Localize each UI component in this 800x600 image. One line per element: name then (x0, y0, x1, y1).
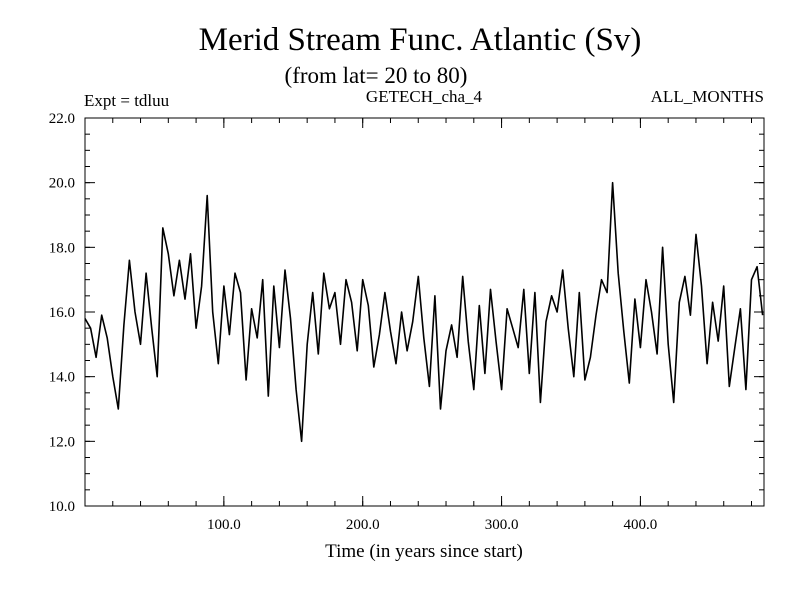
period-label: ALL_MONTHS (651, 87, 764, 106)
y-tick-label: 12.0 (49, 434, 75, 450)
y-tick-label: 10.0 (49, 499, 75, 515)
x-tick-label: 100.0 (207, 517, 241, 533)
series-line (84, 181, 764, 443)
experiment-label: Expt = tdluu (84, 91, 170, 110)
series-group (84, 181, 764, 443)
x-tick-label: 300.0 (485, 517, 519, 533)
x-axis-title: Time (in years since start) (325, 541, 523, 562)
y-tick-label: 20.0 (49, 176, 75, 192)
y-tick-label: 18.0 (49, 240, 75, 256)
chart-subtitle: (from lat= 20 to 80) (285, 63, 468, 88)
x-tick-label: 400.0 (624, 517, 658, 533)
y-tick-label: 16.0 (49, 305, 75, 321)
plot-frame (84, 117, 765, 507)
y-tick-label: 22.0 (49, 111, 75, 127)
dataset-label: GETECH_cha_4 (366, 87, 483, 106)
chart-title: Merid Stream Func. Atlantic (Sv) (199, 22, 642, 58)
y-tick-label: 14.0 (49, 370, 75, 386)
x-tick-label: 200.0 (346, 517, 380, 533)
axes: 10.0 12.0 14.0 16.0 18.0 20.0 22.0 100.0 200.0 30… (49, 111, 764, 533)
